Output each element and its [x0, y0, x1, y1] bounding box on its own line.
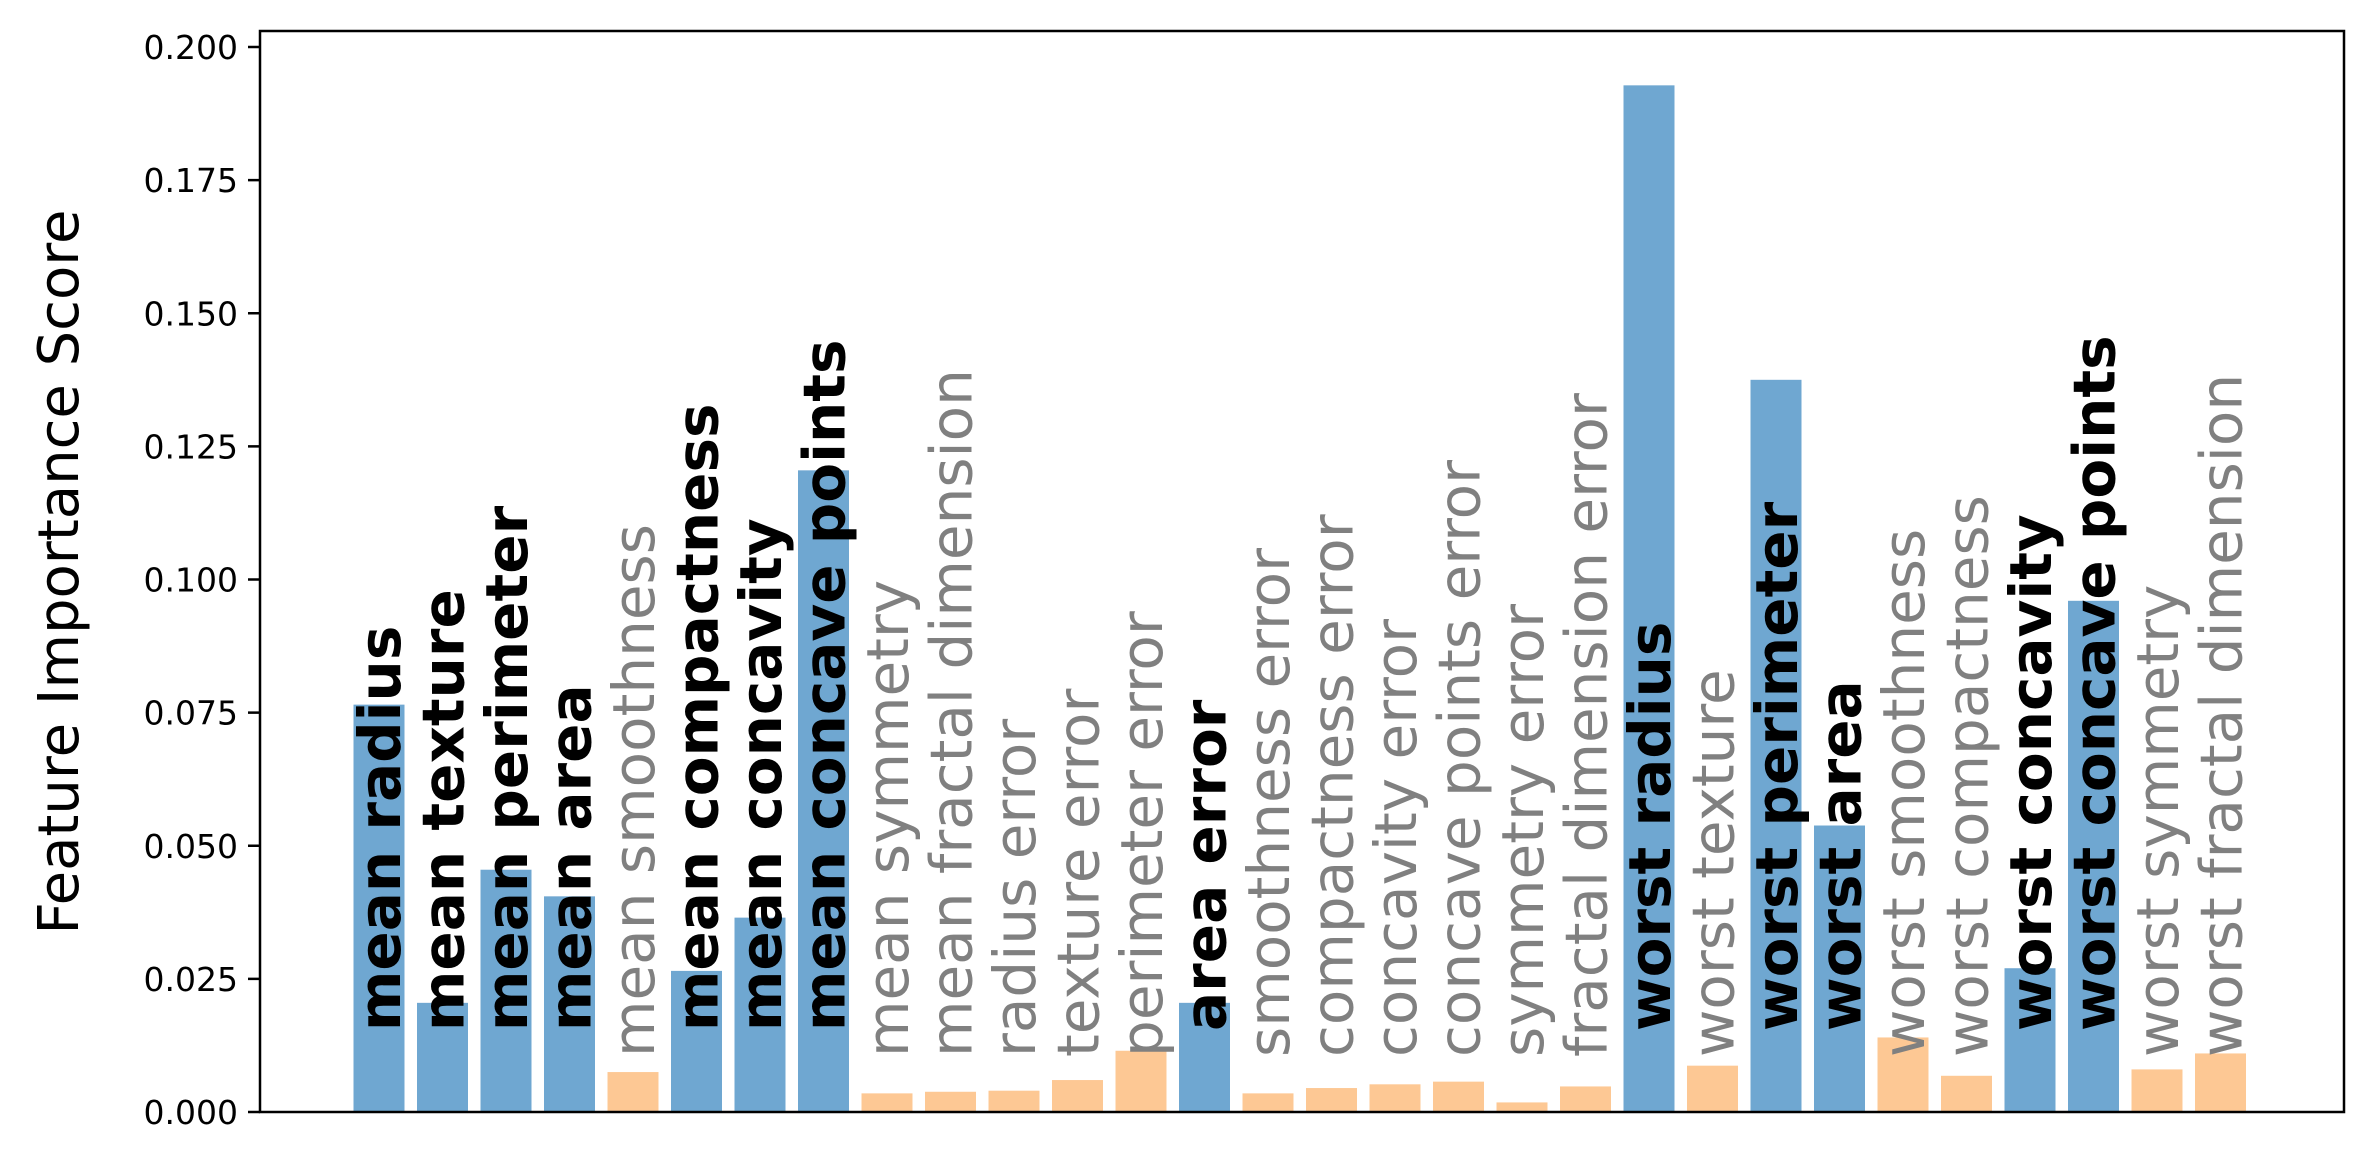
bar-mean-texture [417, 1002, 468, 1112]
bar-mean-smoothness [607, 1072, 659, 1112]
bar-label-texture-error: texture error [1045, 689, 1113, 1057]
bar-label-perimeter-error: perimeter error [1108, 611, 1176, 1057]
bar-label-fractal-dimension-error: fractal dimension error [1553, 393, 1621, 1057]
bar-symmetry-error [1496, 1102, 1548, 1112]
bar-mean-concave-points [798, 470, 849, 1112]
bar-label-worst-perimeter: worst perimeter [1743, 501, 1811, 1031]
bar-mean-symmetry [861, 1093, 913, 1112]
bar-label-worst-area: worst area [1807, 680, 1875, 1031]
bar-label-symmetry-error: symmetry error [1489, 604, 1557, 1057]
bars-layer [353, 85, 2246, 1113]
bar-mean-radius [353, 704, 405, 1112]
bar-label-worst-smoothness: worst smoothness [1870, 529, 1938, 1057]
plot-frame [258, 29, 2346, 1114]
y-tick-label: 0.175 [144, 161, 238, 200]
bar-smoothness-error [1242, 1093, 1294, 1112]
bar-texture-error [1052, 1080, 1103, 1112]
bar-label-worst-radius: worst radius [1616, 622, 1684, 1031]
bar-label-concavity-error: concavity error [1362, 619, 1430, 1057]
bar-label-mean-concavity: mean concavity [727, 518, 795, 1031]
bar-worst-perimeter [1750, 379, 1802, 1112]
y-tick-label: 0.075 [144, 694, 238, 733]
bar-worst-smoothness [1877, 1037, 1929, 1112]
y-tick-label: 0.200 [144, 28, 238, 67]
bar-mean-fractal-dimension [925, 1091, 976, 1112]
bar-concavity-error [1369, 1084, 1421, 1112]
bar-label-compactness-error: compactness error [1299, 514, 1367, 1057]
bar-label-concave-points-error: concave points error [1426, 460, 1494, 1057]
y-tick-label: 0.025 [144, 960, 238, 999]
bar-label-worst-compactness: worst compactness [1934, 495, 2002, 1057]
y-tick-label: 0.000 [144, 1093, 238, 1132]
bar-worst-symmetry [2131, 1069, 2183, 1112]
bar-worst-compactness [1941, 1075, 1992, 1112]
bar-area-error [1179, 1002, 1230, 1112]
y-tick-label: 0.050 [144, 827, 238, 866]
bar-label-mean-area: mean area [537, 684, 605, 1031]
bar-label-area-error: area error [1172, 699, 1240, 1031]
bar-label-mean-radius: mean radius [346, 626, 414, 1031]
bar-worst-area [1814, 825, 1865, 1112]
y-axis: 0.000 0.025 0.050 0.075 0.100 0.125 0.150 0.175… [144, 28, 260, 1132]
bar-label-mean-perimeter: mean perimeter [473, 505, 541, 1031]
bar-label-mean-smoothness: mean smoothness [600, 524, 668, 1057]
bar-label-worst-concave-points: worst concave points [2061, 335, 2129, 1031]
bar-label-worst-texture: worst texture [1680, 669, 1748, 1057]
bar-label-worst-fractal-dimension: worst fractal dimension [2188, 374, 2256, 1057]
bar-worst-concavity [2004, 968, 2056, 1112]
bar-mean-compactness [671, 970, 722, 1112]
bar-worst-radius [1623, 85, 1675, 1113]
y-tick-label: 0.150 [144, 294, 238, 333]
bar-label-worst-concavity: worst concavity [1997, 514, 2065, 1031]
bar-label-mean-fractal-dimension: mean fractal dimension [918, 369, 986, 1057]
y-tick-label: 0.100 [144, 561, 238, 600]
bar-label-smoothness-error: smoothness error [1235, 548, 1303, 1057]
bar-label-mean-symmetry: mean symmetry [854, 580, 922, 1057]
bar-worst-fractal-dimension [2195, 1053, 2246, 1112]
bar-label-mean-concave-points: mean concave points [791, 339, 859, 1031]
bar-compactness-error [1306, 1088, 1357, 1112]
bar-worst-concave-points [2068, 600, 2119, 1112]
bar-label-radius-error: radius error [981, 719, 1049, 1057]
y-axis-title: Feature Importance Score [27, 210, 92, 935]
bar-concave-points-error [1433, 1081, 1484, 1112]
bar-label-mean-texture: mean texture [410, 589, 478, 1031]
bar-fractal-dimension-error [1560, 1086, 1611, 1112]
bar-label-worst-symmetry: worst symmetry [2124, 585, 2192, 1057]
bar-label-mean-compactness: mean compactness [664, 404, 732, 1032]
bar-mean-perimeter [480, 869, 532, 1112]
bar-mean-concavity [734, 917, 786, 1112]
bar-perimeter-error [1115, 1050, 1167, 1112]
bar-radius-error [988, 1090, 1040, 1112]
bar-worst-texture [1687, 1065, 1738, 1112]
y-tick-label: 0.125 [144, 427, 238, 466]
bar-mean-area [544, 896, 595, 1112]
